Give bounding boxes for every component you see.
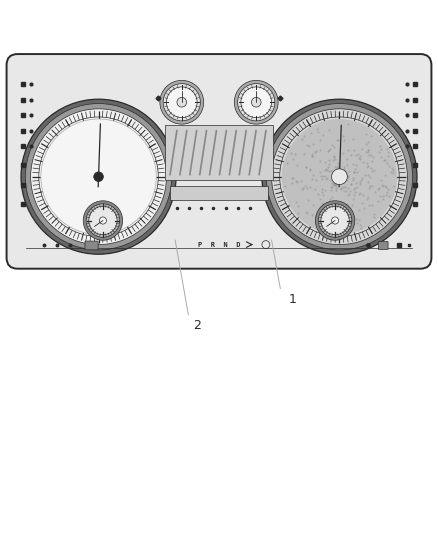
Circle shape xyxy=(166,87,197,118)
FancyBboxPatch shape xyxy=(85,241,98,250)
Circle shape xyxy=(25,103,172,250)
FancyBboxPatch shape xyxy=(378,241,388,249)
FancyBboxPatch shape xyxy=(165,125,273,180)
Circle shape xyxy=(234,80,278,124)
Text: 2: 2 xyxy=(193,319,201,332)
Circle shape xyxy=(163,84,200,121)
Circle shape xyxy=(241,87,272,118)
Circle shape xyxy=(237,84,275,121)
Circle shape xyxy=(99,217,106,224)
FancyBboxPatch shape xyxy=(170,187,268,200)
Circle shape xyxy=(266,103,413,250)
Circle shape xyxy=(332,217,339,224)
Text: 1: 1 xyxy=(289,293,297,306)
Circle shape xyxy=(89,206,117,235)
Circle shape xyxy=(321,206,349,235)
Circle shape xyxy=(280,117,399,237)
Circle shape xyxy=(21,99,176,254)
Text: P  R  N  D: P R N D xyxy=(198,242,240,248)
Circle shape xyxy=(160,80,204,124)
Circle shape xyxy=(318,204,352,237)
Circle shape xyxy=(251,98,261,107)
Circle shape xyxy=(83,201,123,240)
Circle shape xyxy=(177,98,187,107)
Circle shape xyxy=(282,119,397,235)
Circle shape xyxy=(94,172,103,182)
Circle shape xyxy=(272,109,407,245)
Circle shape xyxy=(315,201,355,240)
Circle shape xyxy=(39,117,158,237)
Circle shape xyxy=(31,109,166,245)
Circle shape xyxy=(332,169,347,184)
Circle shape xyxy=(262,99,417,254)
Circle shape xyxy=(41,119,156,235)
Circle shape xyxy=(86,204,120,237)
FancyBboxPatch shape xyxy=(7,54,431,269)
